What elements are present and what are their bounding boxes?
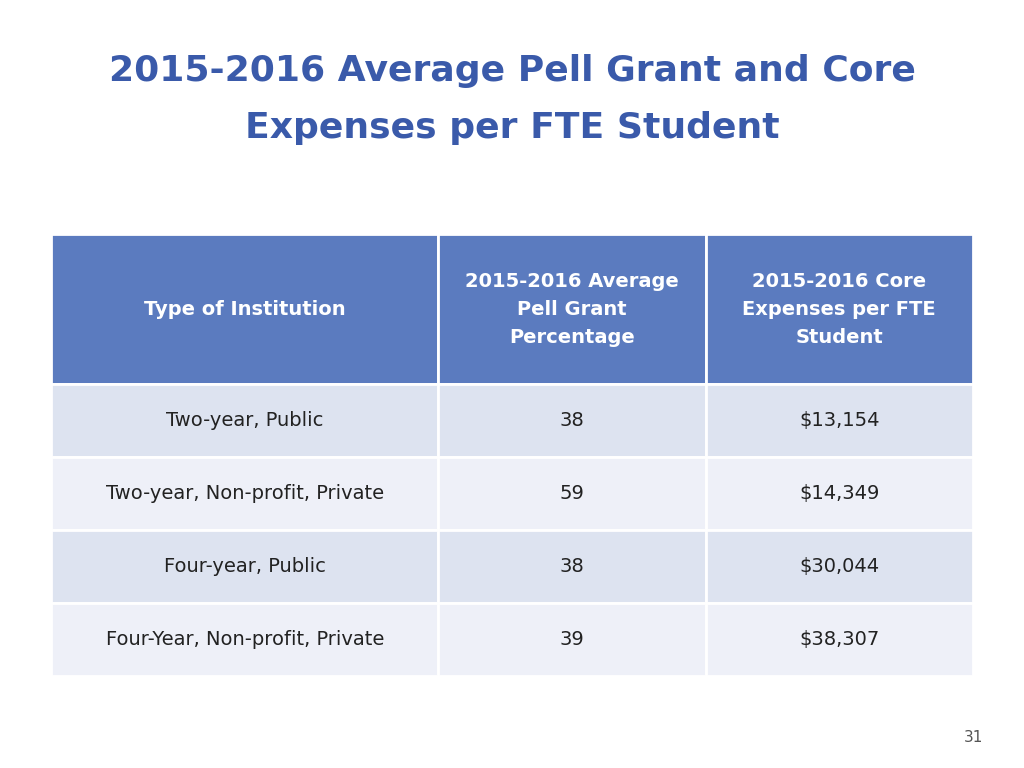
- Text: Type of Institution: Type of Institution: [144, 300, 345, 319]
- Text: Four-Year, Non-profit, Private: Four-Year, Non-profit, Private: [105, 630, 384, 649]
- Text: Two-year, Public: Two-year, Public: [166, 411, 324, 430]
- Text: $30,044: $30,044: [799, 557, 880, 576]
- Text: 2015-2016 Average
Pell Grant
Percentage: 2015-2016 Average Pell Grant Percentage: [465, 272, 679, 346]
- Text: Two-year, Non-profit, Private: Two-year, Non-profit, Private: [105, 484, 384, 503]
- Text: Four-year, Public: Four-year, Public: [164, 557, 326, 576]
- Text: $14,349: $14,349: [799, 484, 880, 503]
- Text: 31: 31: [964, 730, 983, 745]
- Text: 59: 59: [559, 484, 585, 503]
- Text: 2015-2016 Core
Expenses per FTE
Student: 2015-2016 Core Expenses per FTE Student: [742, 272, 936, 346]
- Text: $13,154: $13,154: [799, 411, 880, 430]
- Text: 38: 38: [559, 557, 585, 576]
- Text: 38: 38: [559, 411, 585, 430]
- Text: Expenses per FTE Student: Expenses per FTE Student: [245, 111, 779, 145]
- Text: $38,307: $38,307: [799, 630, 880, 649]
- Text: 39: 39: [559, 630, 585, 649]
- Text: 2015-2016 Average Pell Grant and Core: 2015-2016 Average Pell Grant and Core: [109, 54, 915, 88]
